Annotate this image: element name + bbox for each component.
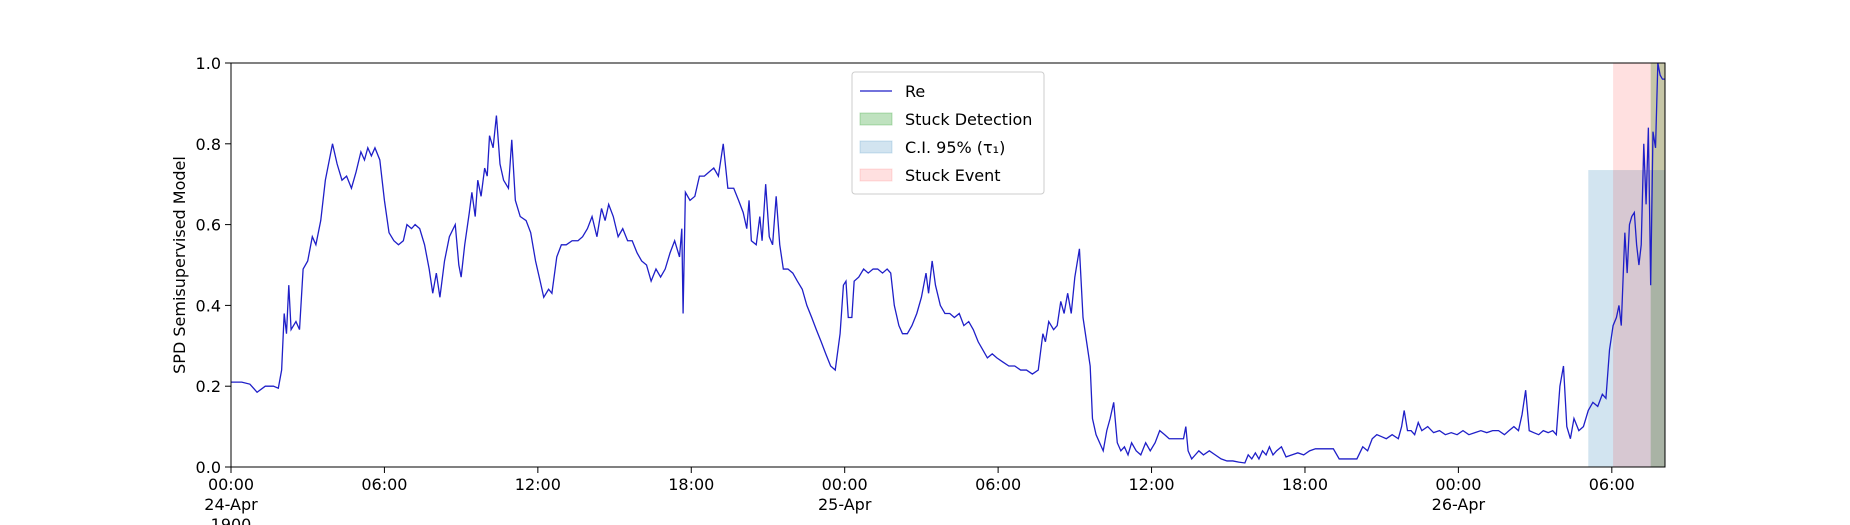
x-tick-label: 06:00	[975, 475, 1021, 494]
x-tick-label: 00:00 25-Apr	[818, 475, 872, 514]
x-tick-label-line: 24-Apr	[204, 495, 258, 514]
span	[1650, 63, 1665, 467]
x-tick-label-line: 18:00	[1282, 475, 1328, 494]
y-tick-label: 0.2	[196, 377, 221, 396]
y-tick-label: 1.0	[196, 54, 221, 73]
y-tick-label: 0.4	[196, 296, 221, 315]
legend-label: C.I. 95% (τ₁)	[905, 138, 1005, 157]
x-tick-label-line: 12:00	[1128, 475, 1174, 494]
x-tick-label: 06:00	[361, 475, 407, 494]
x-tick-label-line: 12:00	[515, 475, 561, 494]
legend-label: Stuck Detection	[905, 110, 1032, 129]
x-tick-label-line: 26-Apr	[1432, 495, 1486, 514]
x-tick-label: 00:00 24-Apr 1900	[204, 475, 258, 525]
x-tick-label-line: 06:00	[1589, 475, 1635, 494]
y-axis-label: SPD Semisupervised Model	[170, 156, 189, 374]
x-tick-label-line: 00:00	[822, 475, 868, 494]
x-tick-label-line: 00:00	[1435, 475, 1481, 494]
x-tick-label-line: 06:00	[975, 475, 1021, 494]
plot-frame	[230, 62, 1666, 468]
x-tick-label-line: 00:00	[208, 475, 254, 494]
y-tick-label: 0.8	[196, 135, 221, 154]
x-tick-label-line: 1900	[211, 515, 252, 525]
legend-swatch	[859, 140, 893, 154]
x-tick-label: 12:00	[1128, 475, 1174, 494]
y-tick-label: 0.6	[196, 216, 221, 235]
x-tick-label: 00:00 26-Apr	[1432, 475, 1486, 514]
y-tick-label: 0.0	[196, 458, 221, 477]
x-tick-label-line: 06:00	[361, 475, 407, 494]
legend-label: Re	[905, 82, 925, 101]
x-tick-label: 18:00	[668, 475, 714, 494]
x-tick-label-line: 25-Apr	[818, 495, 872, 514]
x-tick-label: 06:00	[1589, 475, 1635, 494]
legend-swatch	[859, 112, 893, 126]
legend-box	[851, 71, 1045, 195]
legend-label: Stuck Event	[905, 166, 1001, 185]
legend: Re Stuck Detection C.I. 95% (τ₁) Stuck Even…	[851, 71, 1045, 195]
line	[231, 62, 1665, 464]
legend-swatch	[859, 168, 893, 182]
x-tick-label-line: 18:00	[668, 475, 714, 494]
x-tick-label: 18:00	[1282, 475, 1328, 494]
x-tick-label: 12:00	[515, 475, 561, 494]
